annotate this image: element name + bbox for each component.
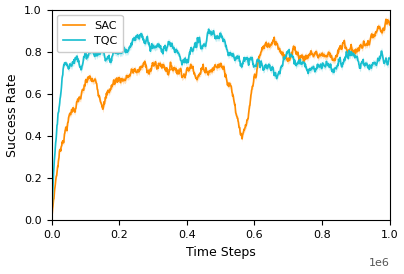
TQC bbox=[387, 57, 392, 60]
Text: 1e6: 1e6 bbox=[369, 258, 389, 269]
SAC bbox=[49, 219, 54, 222]
SAC bbox=[198, 72, 203, 76]
TQC bbox=[84, 52, 88, 55]
Legend: SAC, TQC: SAC, TQC bbox=[57, 15, 122, 52]
SAC bbox=[313, 51, 318, 54]
SAC bbox=[84, 78, 88, 81]
SAC bbox=[281, 56, 286, 60]
TQC bbox=[198, 44, 203, 48]
SAC bbox=[186, 67, 191, 70]
TQC bbox=[282, 56, 286, 60]
SAC bbox=[387, 23, 392, 27]
TQC bbox=[186, 60, 191, 63]
X-axis label: Time Steps: Time Steps bbox=[186, 246, 255, 259]
TQC bbox=[49, 219, 54, 222]
Y-axis label: Success Rate: Success Rate bbox=[6, 73, 19, 157]
Line: SAC: SAC bbox=[52, 19, 389, 221]
TQC bbox=[313, 67, 318, 71]
TQC bbox=[319, 67, 324, 70]
SAC bbox=[319, 53, 324, 56]
Line: TQC: TQC bbox=[52, 29, 389, 221]
TQC bbox=[206, 27, 211, 31]
SAC bbox=[383, 18, 388, 21]
